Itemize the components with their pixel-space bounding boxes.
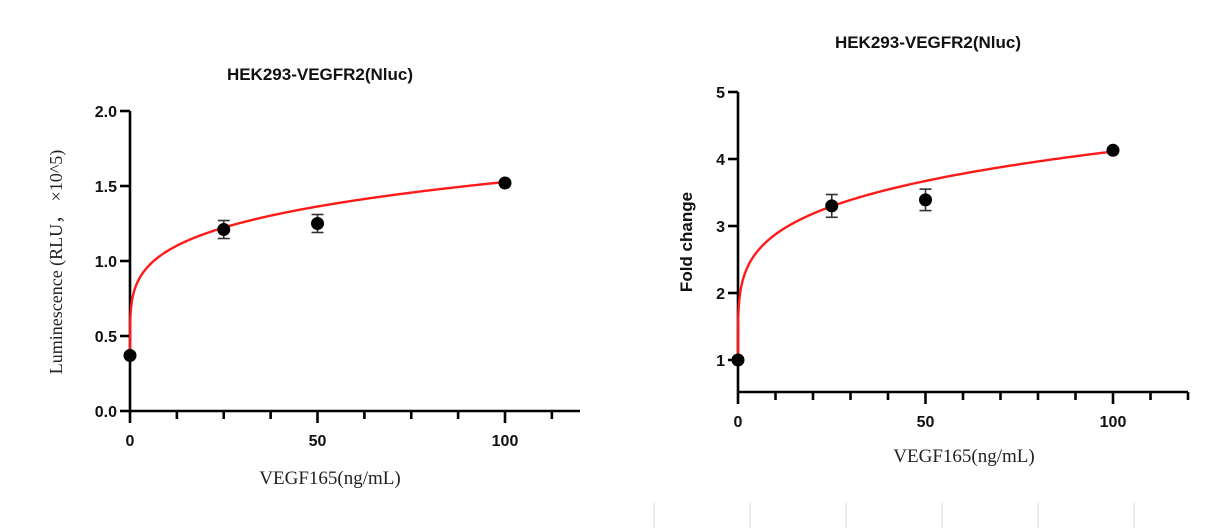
- y-axis-ticks: 0.0 0.5 1.0 1.5 2.0: [95, 104, 117, 421]
- y-axis-label: Luminescence (RLU， ×10^5): [46, 150, 67, 375]
- y-tick-label: 1: [716, 353, 725, 370]
- data-points: [123, 176, 512, 362]
- data-point: [825, 199, 839, 213]
- axes: [120, 109, 580, 423]
- x-axis-label: VEGF165(ng/mL): [259, 468, 400, 489]
- faint-grid-lines: [653, 503, 1135, 528]
- y-tick-label: 1.0: [95, 254, 117, 271]
- x-axis-ticks: 0 50 100: [734, 414, 1127, 431]
- y-tick-label: 3: [716, 219, 725, 236]
- y-tick-label: 1.5: [95, 179, 117, 196]
- x-tick-label: 0: [126, 433, 135, 450]
- y-axis-label: Fold change: [677, 192, 696, 292]
- fit-curve-path: [736, 150, 1114, 360]
- x-tick-label: 100: [1100, 414, 1127, 431]
- y-tick-label: 2.0: [95, 104, 117, 121]
- y-tick-label: 5: [716, 85, 725, 102]
- data-point: [123, 349, 137, 362]
- x-tick-label: 100: [492, 433, 519, 450]
- data-point: [217, 223, 231, 236]
- data-point: [498, 176, 512, 190]
- fit-curve: [128, 180, 506, 356]
- y-tick-label: 4: [716, 152, 725, 169]
- data-point: [919, 193, 932, 207]
- y-axis-ticks: 1 2 3 4 5: [716, 85, 725, 370]
- x-tick-label: 0: [734, 414, 743, 431]
- y-tick-label: 2: [716, 286, 725, 303]
- chart-title: HEK293-VEGFR2(Nluc): [227, 65, 413, 84]
- x-tick-label: 50: [309, 433, 327, 450]
- x-axis-ticks: 0 50 100: [126, 433, 519, 450]
- data-point: [1106, 143, 1120, 157]
- x-axis-label: VEGF165(ng/mL): [893, 446, 1034, 467]
- axes: [728, 90, 1190, 404]
- y-tick-label: 0.0: [95, 404, 117, 421]
- chart-fold-change: HEK293-VEGFR2(Nluc) Fold change VEGF165(…: [677, 33, 1190, 467]
- chart-luminescence: HEK293-VEGFR2(Nluc) Luminescence (RLU， ×…: [46, 65, 580, 489]
- data-point: [731, 353, 745, 367]
- fit-curve: [736, 150, 1114, 360]
- y-tick-label: 0.5: [95, 329, 117, 346]
- data-point: [311, 217, 324, 230]
- fit-curve-path: [128, 180, 506, 356]
- x-tick-label: 50: [917, 414, 935, 431]
- chart-title: HEK293-VEGFR2(Nluc): [835, 33, 1021, 52]
- data-points: [731, 143, 1120, 367]
